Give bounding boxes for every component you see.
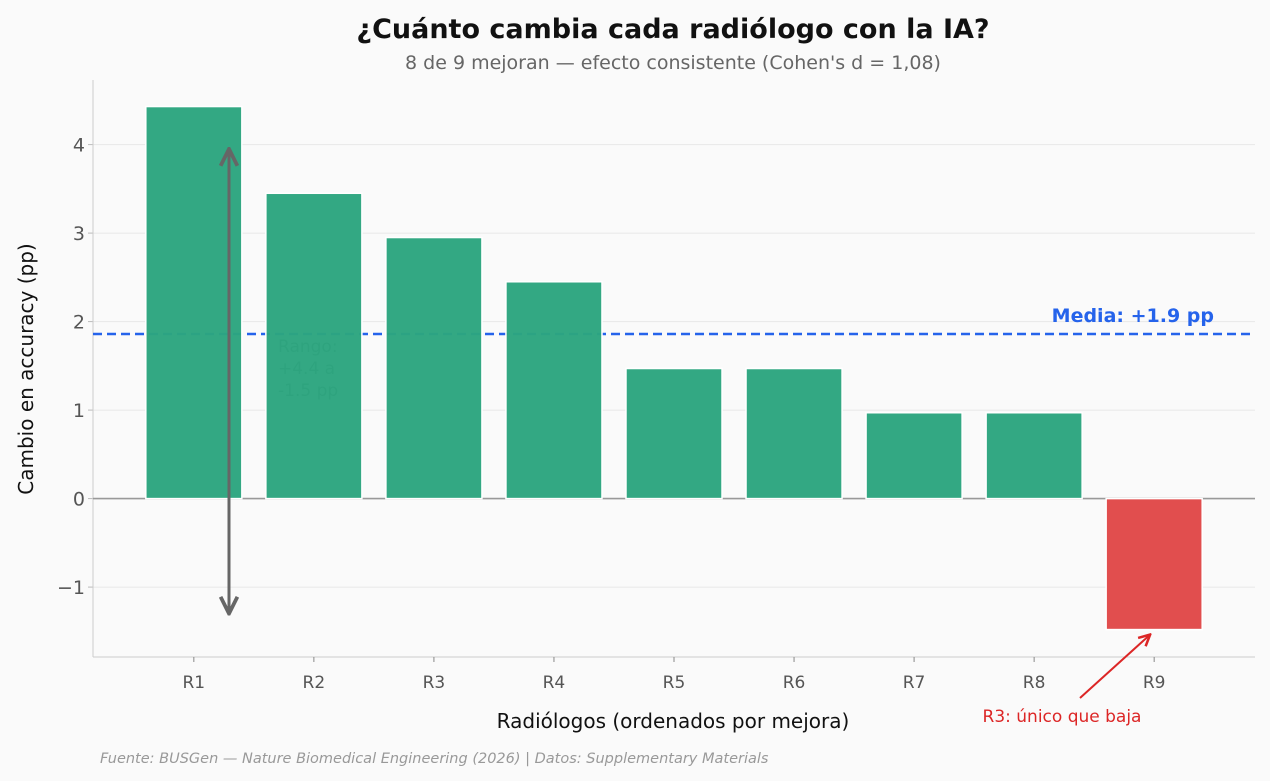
y-tick-label: 3 xyxy=(73,223,85,245)
x-tick-label: R6 xyxy=(783,673,806,693)
annotation-text: R3: único que baja xyxy=(983,707,1142,727)
mean-label: Media: +1.9 pp xyxy=(1052,305,1214,327)
bar-R3 xyxy=(385,236,483,500)
y-tick-label: 1 xyxy=(73,400,85,422)
source-note: Fuente: BUSGen — Nature Biomedical Engin… xyxy=(100,751,769,767)
chart-subtitle: 8 de 9 mejoran — efecto consistente (Coh… xyxy=(405,52,941,74)
x-tick-label: R4 xyxy=(543,673,566,693)
y-tick-label: 4 xyxy=(73,135,85,157)
x-axis-label: Radiólogos (ordenados por mejora) xyxy=(497,709,850,733)
bar-R4 xyxy=(505,281,603,500)
bar-R8 xyxy=(985,411,1083,500)
bar-R1 xyxy=(145,105,243,500)
y-axis-label: Cambio en accuracy (pp) xyxy=(14,243,38,494)
bar-R2 xyxy=(265,192,363,500)
bar-R6 xyxy=(745,367,843,500)
x-tick-label: R2 xyxy=(303,673,326,693)
x-tick-label: R8 xyxy=(1023,673,1046,693)
x-tick-label: R9 xyxy=(1143,673,1166,693)
x-tick-label: R7 xyxy=(903,673,926,693)
y-tick-label: −1 xyxy=(57,577,85,599)
x-tick-label: R3 xyxy=(423,673,446,693)
bar-R5 xyxy=(625,367,723,500)
x-tick-label: R5 xyxy=(663,673,686,693)
chart-title: ¿Cuánto cambia cada radiólogo con la IA? xyxy=(356,14,989,45)
y-tick-label: 0 xyxy=(73,489,85,511)
y-tick-label: 2 xyxy=(73,312,85,334)
annotation-arrow xyxy=(1079,635,1150,699)
bar-R9 xyxy=(1105,497,1203,631)
x-tick-label: R1 xyxy=(183,673,206,693)
bar-R7 xyxy=(865,411,963,500)
